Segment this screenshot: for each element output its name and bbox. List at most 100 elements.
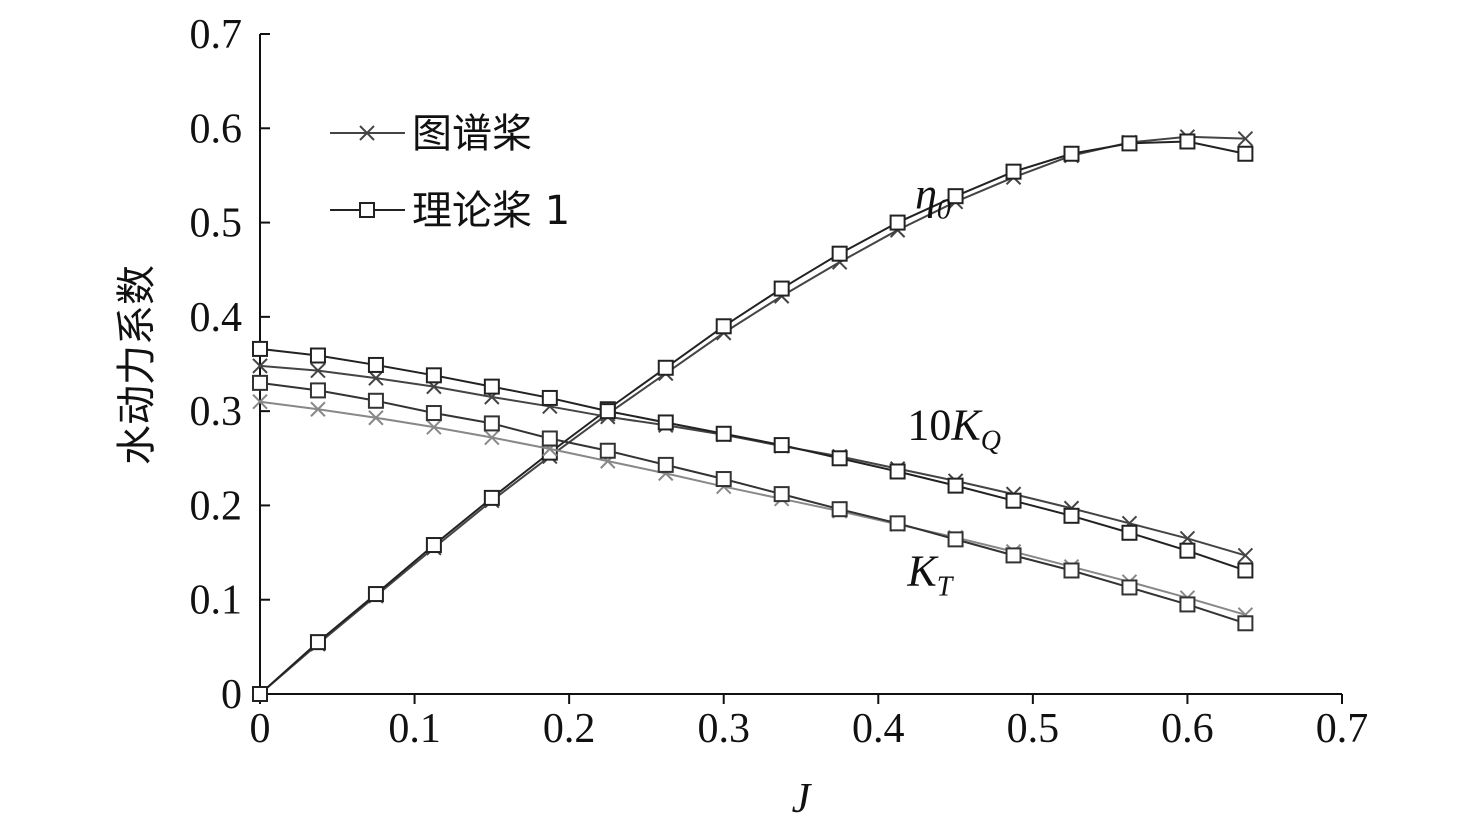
x-tick-label: 0.5	[1007, 706, 1060, 752]
data-point	[831, 245, 848, 262]
ticks: 0 0.1 0.2 0.3 0.4 0.5 0.6 0.7 0 0.1 0.2 0.3 0.4 0.5 0.…	[190, 12, 1369, 752]
y-tick-label: 0.1	[190, 578, 243, 624]
y-tick-label: 0.3	[190, 389, 243, 435]
y-tick-label: 0.4	[190, 295, 243, 341]
data-point	[599, 403, 616, 420]
data-point	[425, 537, 442, 554]
legend-item: 图谱桨	[330, 111, 532, 157]
series-line	[259, 135, 1246, 695]
data-point	[368, 410, 384, 426]
data-point	[252, 374, 268, 391]
curve-label: KT	[906, 547, 954, 603]
data-point	[483, 378, 500, 395]
y-tick-label: 0.2	[190, 483, 243, 529]
curve-label-subscript: Q	[981, 425, 1001, 456]
data-point	[425, 405, 442, 422]
series-line	[259, 364, 1246, 557]
series-eta0-square	[252, 133, 1254, 702]
curve-label: 10KQ	[907, 400, 1001, 456]
data-point	[483, 415, 500, 432]
x-tick-label: 0.2	[543, 706, 596, 752]
x-tick-label: 0	[250, 706, 271, 752]
curve-label-main: K	[906, 547, 939, 596]
data-point	[541, 430, 558, 447]
data-point	[252, 394, 268, 410]
data-point	[309, 382, 326, 399]
data-point	[889, 214, 906, 231]
curve-label-main: η	[915, 169, 937, 218]
data-point	[1063, 507, 1080, 524]
curve-label: η0	[915, 169, 951, 225]
legend-label: 理论桨 1	[412, 188, 570, 234]
data-point	[252, 358, 268, 374]
data-point	[1179, 596, 1196, 613]
data-point	[831, 450, 848, 467]
data-point	[1121, 135, 1138, 152]
data-point	[773, 486, 790, 503]
data-point	[1179, 542, 1196, 559]
curve-label-k: K	[950, 400, 983, 449]
series-line	[259, 347, 1246, 572]
data-point	[252, 340, 268, 357]
data-point	[310, 362, 326, 379]
data-point	[309, 347, 326, 364]
data-point	[425, 367, 442, 384]
series-line	[259, 400, 1246, 616]
curve-label-main: 10	[907, 400, 951, 449]
data-point	[1063, 562, 1080, 579]
data-point	[715, 425, 732, 442]
data-point	[367, 392, 384, 409]
curve-label-subscript: 0	[937, 194, 951, 225]
data-point	[367, 586, 384, 603]
y-tick-label: 0.6	[190, 106, 243, 152]
data-point	[657, 456, 674, 473]
data-point	[657, 359, 674, 376]
x-tick-label: 0.4	[852, 706, 905, 752]
data-point	[831, 501, 848, 518]
curve-label-subscript: T	[937, 572, 955, 603]
x-tick-label: 0.1	[388, 706, 441, 752]
y-axis-title: 水动力系数	[114, 265, 160, 465]
data-point	[1005, 163, 1022, 180]
series-layer	[252, 129, 1254, 702]
data-point	[368, 370, 384, 386]
y-tick-label: 0.5	[190, 201, 243, 247]
axes	[259, 34, 1342, 695]
data-point	[484, 429, 500, 446]
x-tick-label: 0.7	[1316, 706, 1369, 752]
data-point	[1005, 492, 1022, 509]
data-point	[309, 634, 326, 651]
series-KT-square	[252, 374, 1254, 632]
x-tick-label: 0.6	[1161, 706, 1214, 752]
data-point	[773, 437, 790, 454]
data-point	[1237, 562, 1254, 579]
legend-label: 图谱桨	[412, 111, 532, 157]
data-point	[310, 401, 326, 417]
data-point	[1237, 615, 1254, 632]
data-point	[657, 414, 674, 431]
data-point	[1121, 579, 1138, 596]
data-point	[1237, 145, 1254, 162]
data-point	[1063, 145, 1080, 162]
data-point	[773, 280, 790, 297]
data-point	[889, 463, 906, 480]
data-point	[367, 356, 384, 373]
series-line	[259, 381, 1246, 625]
legend-marker	[359, 125, 375, 141]
data-point	[599, 442, 616, 459]
data-point	[947, 477, 964, 494]
data-point	[426, 419, 442, 435]
data-point	[715, 318, 732, 335]
data-point	[252, 686, 268, 702]
x-axis-title: J	[792, 776, 813, 822]
series-line	[259, 140, 1246, 695]
data-point	[947, 188, 964, 205]
series-10KQ-x	[252, 358, 1254, 564]
legend-item: 理论桨 1	[330, 188, 570, 234]
legend-marker	[359, 202, 375, 218]
data-point	[1179, 133, 1196, 150]
data-point	[889, 515, 906, 532]
data-point	[483, 489, 500, 506]
